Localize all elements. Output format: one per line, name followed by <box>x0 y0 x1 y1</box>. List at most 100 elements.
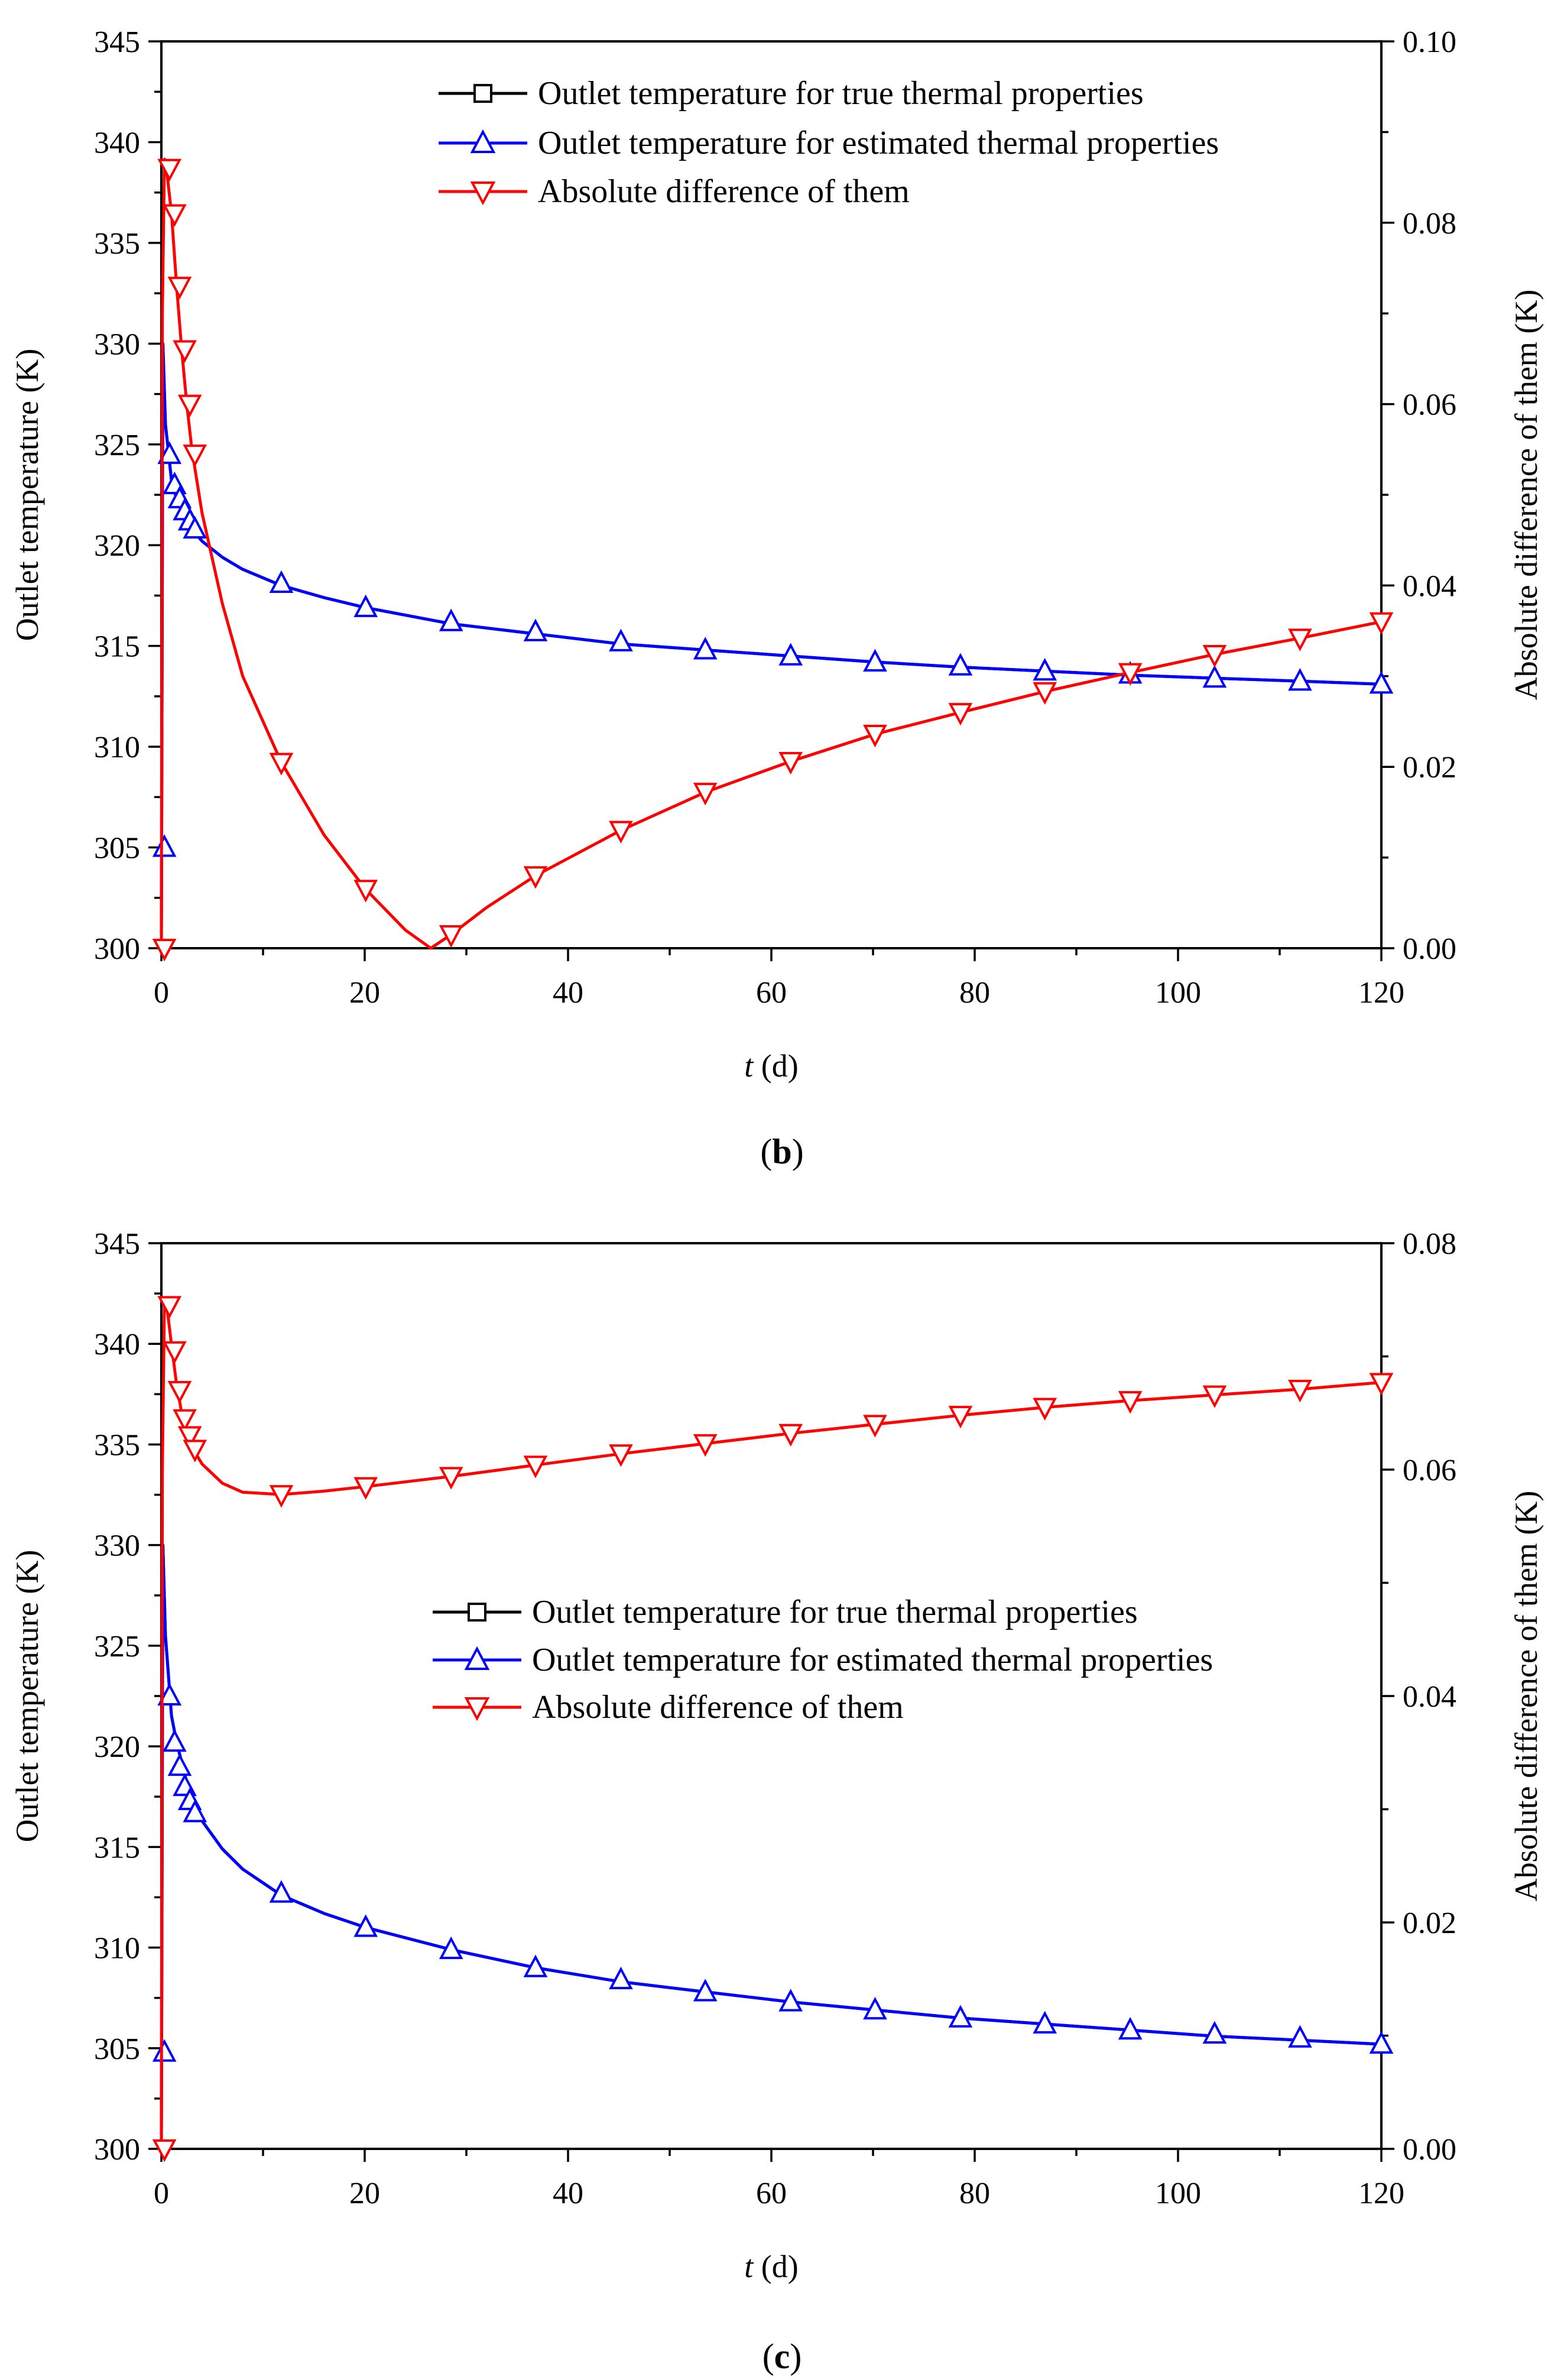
series-marker <box>157 1682 182 1705</box>
legend-label-estimated: Outlet temperature for estimated thermal… <box>532 1642 1213 1678</box>
series-marker <box>353 880 378 903</box>
legend-marker-square <box>473 84 492 103</box>
y2-tick-label: 0.06 <box>1403 388 1456 422</box>
legend-label-true: Outlet temperature for true thermal prop… <box>532 1594 1138 1630</box>
y2-tick-label: 0.02 <box>1403 1906 1456 1940</box>
legend-entry-true: Outlet temperature for true thermal prop… <box>433 1594 1138 1630</box>
y-tick-label: 310 <box>94 731 140 764</box>
legend-entry-estimated: Outlet temperature for estimated thermal… <box>433 1642 1213 1678</box>
series-marker <box>173 1409 197 1432</box>
x-axis-title-unit: (d) <box>753 1048 798 1084</box>
series-marker <box>609 1444 633 1467</box>
series-marker <box>439 1936 463 1959</box>
series-marker <box>353 594 378 617</box>
y-tick-label: 340 <box>94 1328 140 1361</box>
y-tick-label: 335 <box>94 1428 140 1462</box>
y2-tick-label: 0.08 <box>1403 207 1456 241</box>
series-marker <box>1202 2021 1227 2044</box>
legend-label-estimated: Outlet temperature for estimated thermal… <box>538 125 1219 161</box>
series-line <box>160 342 1382 949</box>
series-marker <box>269 1880 294 1903</box>
x-ticks: 0 20 40 60 80 100 120 <box>154 2149 1404 2210</box>
y2-tick-label: 0.02 <box>1403 751 1456 784</box>
series-marker <box>948 653 973 676</box>
series-marker <box>1202 664 1227 688</box>
series-marker <box>163 1341 187 1364</box>
series-marker <box>523 866 548 889</box>
panel-caption-c: (c) <box>762 2337 802 2376</box>
y2-tick-label: 0.00 <box>1403 932 1456 966</box>
legend-marker-triangle-up <box>464 1646 490 1670</box>
series-line <box>160 157 1382 950</box>
series-marker <box>778 1424 803 1447</box>
series-marker <box>863 648 887 672</box>
series-marker <box>157 158 182 182</box>
legend-entry-difference: Absolute difference of them <box>433 1689 904 1726</box>
x-tick-label: 100 <box>1155 976 1201 1010</box>
y-tick-label: 345 <box>94 25 140 59</box>
series-marker <box>1118 2016 1143 2040</box>
y-tick-label: 315 <box>94 1831 140 1865</box>
series-marker <box>1033 2011 1057 2034</box>
series-marker <box>167 1380 192 1404</box>
x-axis-title: t (d) <box>744 1048 798 1084</box>
legend-entry-true: Outlet temperature for true thermal prop… <box>439 75 1144 112</box>
legend-marker-triangle-down <box>464 1697 490 1721</box>
y-tick-label: 325 <box>94 429 140 462</box>
series-marker <box>152 939 177 962</box>
series-line <box>160 1544 1382 2149</box>
y-tick-label: 330 <box>94 1529 140 1563</box>
x-tick-label: 60 <box>756 976 787 1010</box>
series-marker <box>183 1799 207 1823</box>
y2-tick-label: 0.04 <box>1403 569 1456 603</box>
y-axis-title: Outlet temperature (K) <box>9 349 45 641</box>
series-marker <box>439 1467 463 1490</box>
x-tick-label: 120 <box>1358 2177 1404 2210</box>
series-marker <box>353 1477 378 1500</box>
x-axis-title: t (d) <box>744 2249 798 2284</box>
y-tick-label: 320 <box>94 1730 140 1764</box>
series-marker <box>1288 668 1312 691</box>
series-marker <box>609 1966 633 1990</box>
y-ticks-left: 300 305 310 315 320 325 330 335 340 345 <box>94 25 161 966</box>
legend: Outlet temperature for true thermal prop… <box>439 75 1219 210</box>
y2-axis-title: Absolute difference of them (K) <box>1508 290 1544 701</box>
series-marker <box>1118 663 1143 686</box>
y-tick-label: 345 <box>94 1227 140 1261</box>
legend-label-true: Outlet temperature for true thermal prop… <box>538 75 1144 112</box>
series-marker <box>167 277 192 300</box>
y-ticks-right: 0.00 0.02 0.04 0.06 0.08 <box>1381 1227 1456 2167</box>
series-marker <box>609 628 633 651</box>
series-marker <box>693 1979 718 2002</box>
y-tick-label: 315 <box>94 630 140 664</box>
series-marker <box>183 515 207 539</box>
series-marker <box>167 1753 192 1776</box>
x-tick-label: 100 <box>1155 2177 1201 2210</box>
series-marker <box>609 821 633 844</box>
legend: Outlet temperature for true thermal prop… <box>433 1594 1213 1726</box>
series-marker <box>1369 2031 1394 2054</box>
caption-close: ) <box>790 2337 802 2376</box>
series-marker <box>778 1989 803 2012</box>
x-tick-label: 120 <box>1358 976 1404 1010</box>
legend-entry-estimated: Outlet temperature for estimated thermal… <box>439 125 1219 161</box>
legend-entry-difference: Absolute difference of them <box>439 173 910 210</box>
panel-caption-b: (b) <box>760 1132 803 1171</box>
series-marker <box>269 570 294 593</box>
series-marker <box>183 444 207 468</box>
x-axis-title-unit: (d) <box>753 2249 798 2284</box>
series-marker <box>269 1485 294 1508</box>
x-tick-label: 60 <box>756 2177 787 2210</box>
series-marker <box>173 340 197 363</box>
series-marker <box>152 2139 177 2162</box>
y-tick-label: 305 <box>94 2032 140 2066</box>
series-marker <box>1033 658 1057 681</box>
y-tick-label: 300 <box>94 932 140 966</box>
x-tick-label: 40 <box>553 2177 583 2210</box>
series-marker <box>1202 1385 1227 1408</box>
series-marker <box>1369 671 1394 694</box>
series-marker <box>1033 1397 1057 1421</box>
x-axis-title-italic: t <box>744 2249 754 2284</box>
x-ticks: 0 20 40 60 80 100 120 <box>154 948 1404 1010</box>
